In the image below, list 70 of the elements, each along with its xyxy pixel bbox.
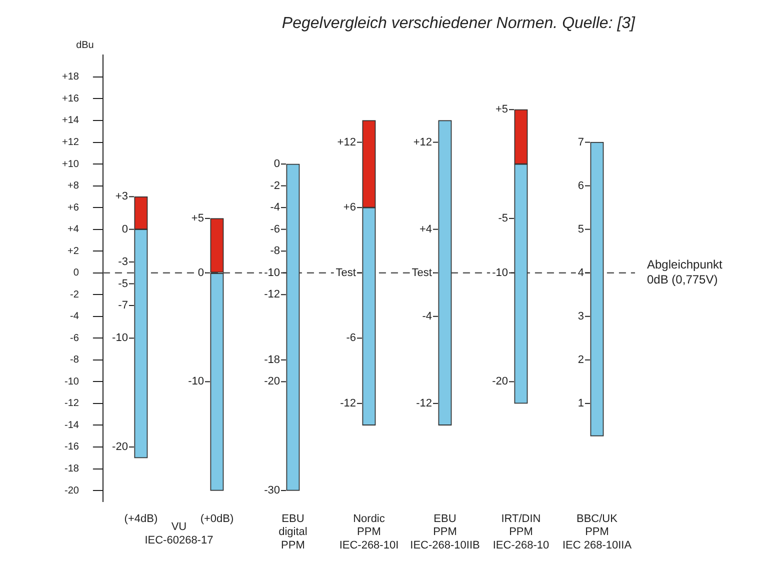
annotation: -7	[118, 300, 128, 312]
y-tick-label: +4	[68, 224, 80, 236]
y-tick-label: -12	[64, 398, 80, 410]
ref-line-label: Abgleichpunkt 0dB (0,775V)	[647, 258, 724, 287]
annotation: +4	[419, 223, 432, 236]
annotation: +6	[343, 202, 356, 214]
annotation: -5	[498, 212, 508, 224]
annotation: -6	[270, 223, 280, 236]
annotation: -2	[270, 180, 280, 192]
y-tick-label: +16	[62, 93, 80, 104]
annotation: -10	[188, 376, 204, 388]
x-tick-label: Nordic PPM IEC-268-10I	[339, 513, 399, 552]
annotation: +5	[191, 212, 204, 224]
y-tick-label: 0	[73, 268, 80, 279]
annotation: -12	[416, 397, 432, 410]
annotation: -4	[270, 202, 280, 214]
y-tick-label: -8	[70, 354, 80, 366]
annotation: Test	[412, 266, 432, 279]
x-tick-label: EBU digital PPM	[278, 513, 308, 552]
y-tick-label: -14	[64, 420, 80, 431]
annotation: 0	[122, 223, 128, 236]
y-tick-label: -4	[70, 311, 80, 322]
annotation: +12	[413, 136, 432, 148]
annotation: 2	[578, 354, 584, 366]
annotation: -4	[422, 310, 432, 322]
y-tick-label: -10	[64, 376, 80, 388]
y-tick-label: +8	[68, 180, 80, 192]
x-tick-label: EBU PPM IEC-268-10IIB	[410, 513, 480, 552]
annotation: -18	[264, 354, 280, 366]
annotation: -20	[264, 376, 280, 388]
y-tick-label: +6	[68, 202, 80, 214]
y-tick-label: -2	[70, 289, 80, 300]
annotation: 4	[578, 266, 584, 279]
y-tick-label: +18	[62, 72, 80, 83]
y-tick-label: +14	[62, 115, 80, 126]
annotation: -3	[118, 256, 128, 268]
annotation: +5	[495, 104, 508, 116]
annotation: 0	[274, 158, 280, 170]
annotation: -10	[264, 266, 280, 279]
x-tick-label: BBC/UK PPM IEC 268-10IIA	[562, 513, 632, 552]
y-tick-label: +2	[68, 246, 80, 257]
y-tick-label: -18	[64, 464, 80, 474]
annotation: -12	[340, 397, 356, 410]
annotation: -6	[346, 332, 356, 344]
annotation: -10	[112, 332, 128, 344]
annotation: -20	[492, 376, 508, 388]
annotation: Test	[336, 266, 356, 279]
y-tick-label: +10	[62, 158, 80, 170]
annotation: -30	[264, 484, 280, 497]
annotation: +12	[337, 136, 356, 148]
annotation: 6	[578, 180, 584, 192]
y-tick-label: -6	[70, 332, 80, 344]
y-tick-label: +12	[62, 137, 80, 148]
annotation: 1	[578, 397, 584, 410]
annotation: -8	[270, 245, 280, 258]
annotation: -10	[492, 266, 508, 279]
annotation: -20	[112, 441, 128, 454]
annotation: 0	[198, 266, 204, 279]
annotation: -12	[264, 288, 280, 301]
annotation: 5	[578, 223, 584, 236]
annotation: +3	[115, 190, 128, 203]
y-axis-title: dBu	[76, 40, 94, 51]
annotation: -5	[118, 278, 128, 290]
x-tick-label: (+0dB)	[200, 513, 234, 526]
y-tick-label: -16	[64, 442, 80, 453]
annotation: 7	[578, 136, 584, 148]
x-tick-label: IRT/DIN PPM IEC-268-10	[492, 513, 550, 552]
chart-title: Pegelvergleich verschiedener Normen. Quelle: [3]	[282, 15, 636, 32]
annotation: 3	[578, 310, 584, 322]
y-tick-label: -20	[64, 485, 80, 496]
